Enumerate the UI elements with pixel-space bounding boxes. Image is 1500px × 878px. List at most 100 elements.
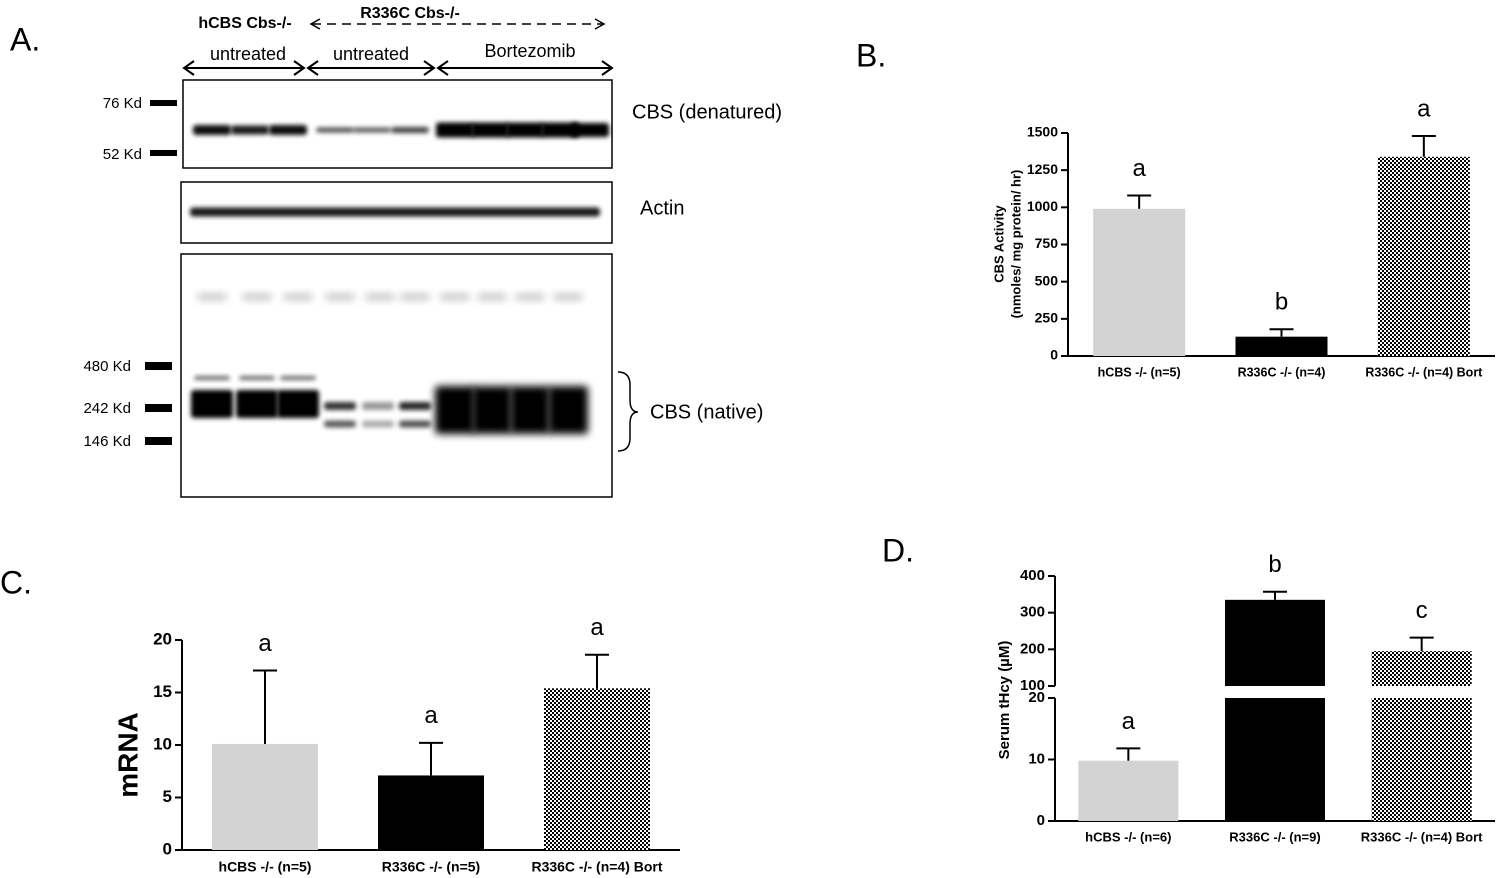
y-tick-label: 750	[1035, 235, 1059, 251]
marker-label: 146 Kd	[83, 433, 131, 450]
marker-bars	[145, 100, 177, 445]
band	[435, 386, 475, 434]
band	[362, 420, 394, 428]
bar	[1093, 208, 1186, 356]
group-arrows	[182, 60, 614, 76]
group-label: untreated	[210, 44, 286, 64]
band	[316, 127, 354, 133]
y-tick-label: 250	[1035, 310, 1059, 326]
band	[197, 294, 227, 300]
annotation: c	[1416, 597, 1428, 624]
band	[515, 294, 545, 300]
y-tick-label: 400	[1020, 567, 1045, 584]
y-tick-label: 0	[163, 839, 172, 858]
y-tick-label: 5	[163, 787, 172, 806]
y-axis-label: Serum tHcy (µM)	[996, 641, 1013, 760]
western-blot-panel: A. hCBS Cbs-/- R336C Cbs-/- untreated un…	[10, 5, 782, 498]
band	[365, 294, 395, 300]
band	[190, 207, 600, 217]
band	[325, 294, 355, 300]
y-tick-label: 1000	[1027, 198, 1058, 214]
bar-chart: C. 0 5 10 15 20 mRNA a hCBS -/- (n=5) a R336C -/- …	[0, 564, 680, 875]
band	[324, 402, 356, 410]
band	[242, 294, 272, 300]
y-tick-label: 100	[1020, 677, 1045, 694]
bar	[544, 688, 650, 850]
band	[324, 420, 356, 428]
bar	[1078, 760, 1179, 821]
bar	[1377, 156, 1470, 356]
band	[510, 386, 550, 434]
blot-label: CBS (denatured)	[632, 101, 782, 123]
bar	[378, 775, 484, 850]
band	[191, 390, 233, 418]
y-tick-label: 1250	[1027, 161, 1058, 177]
x-tick-label: hCBS -/- (n=5)	[1098, 365, 1181, 379]
band	[400, 294, 430, 300]
x-tick-label: R336C -/- (n=5)	[382, 859, 480, 875]
panel-label: C.	[0, 564, 32, 600]
band	[239, 376, 275, 380]
band	[391, 127, 429, 133]
blot-label: Actin	[640, 197, 684, 219]
genotype-label: hCBS Cbs-/-	[198, 15, 291, 32]
annotation: b	[1268, 551, 1281, 578]
y-axis-label: mRNA	[112, 712, 143, 798]
y-tick-label: 500	[1035, 272, 1059, 288]
band	[283, 294, 313, 300]
x-tick-label: R336C -/- (n=4) Bort	[531, 859, 662, 875]
band	[269, 125, 307, 135]
dashed-arrow	[309, 18, 606, 30]
bar	[1371, 651, 1472, 686]
annotation: b	[1275, 289, 1288, 316]
band	[477, 294, 507, 300]
y-tick-label: 0	[1037, 812, 1045, 829]
y-tick-label: 300	[1020, 604, 1045, 621]
band	[399, 402, 431, 410]
panel-label: A.	[10, 21, 40, 57]
band	[193, 125, 231, 135]
bar-chart: B. 0 250 500 750 1000 1250 1500 CBS Activity (nmo…	[856, 37, 1495, 379]
panel-label: B.	[856, 37, 886, 73]
band	[353, 127, 391, 133]
annotation: a	[590, 614, 604, 641]
y-tick-label: 0	[1050, 347, 1058, 363]
band	[399, 420, 431, 428]
genotype-label: R336C Cbs-/-	[360, 5, 460, 22]
y-axis-label: (nmoles/ mg protein/ hr)	[1008, 170, 1023, 319]
band	[548, 386, 588, 434]
y-tick-label: 200	[1020, 640, 1045, 657]
group-label: Bortezomib	[484, 41, 575, 61]
y-tick-label: 20	[153, 629, 172, 648]
annotation: a	[1122, 708, 1136, 735]
annotation: a	[258, 630, 272, 657]
annotation: a	[1132, 155, 1146, 182]
y-tick-label: 20	[1028, 689, 1045, 706]
band	[440, 294, 470, 300]
y-axis-label: CBS Activity	[991, 204, 1006, 282]
bands	[190, 122, 609, 434]
band	[541, 122, 579, 138]
annotation: a	[424, 702, 438, 729]
band	[280, 376, 316, 380]
x-tick-label: R336C -/- (n=4) Bort	[1361, 829, 1483, 844]
bar	[1225, 599, 1325, 686]
band	[194, 376, 230, 380]
band	[362, 402, 394, 410]
x-tick-label: hCBS -/- (n=6)	[1085, 829, 1171, 844]
y-tick-label: 10	[153, 734, 172, 753]
band	[506, 122, 544, 138]
bar	[1235, 336, 1328, 356]
band	[277, 390, 319, 418]
x-tick-label: R336C -/- (n=9)	[1229, 829, 1320, 844]
marker-label: 76 Kd	[103, 95, 142, 112]
y-tick-label: 15	[153, 682, 172, 701]
bar	[1225, 698, 1325, 821]
band	[236, 390, 278, 418]
band	[571, 123, 609, 137]
y-tick-label: 1500	[1027, 124, 1058, 140]
blot-box	[180, 253, 613, 498]
band	[472, 386, 512, 434]
